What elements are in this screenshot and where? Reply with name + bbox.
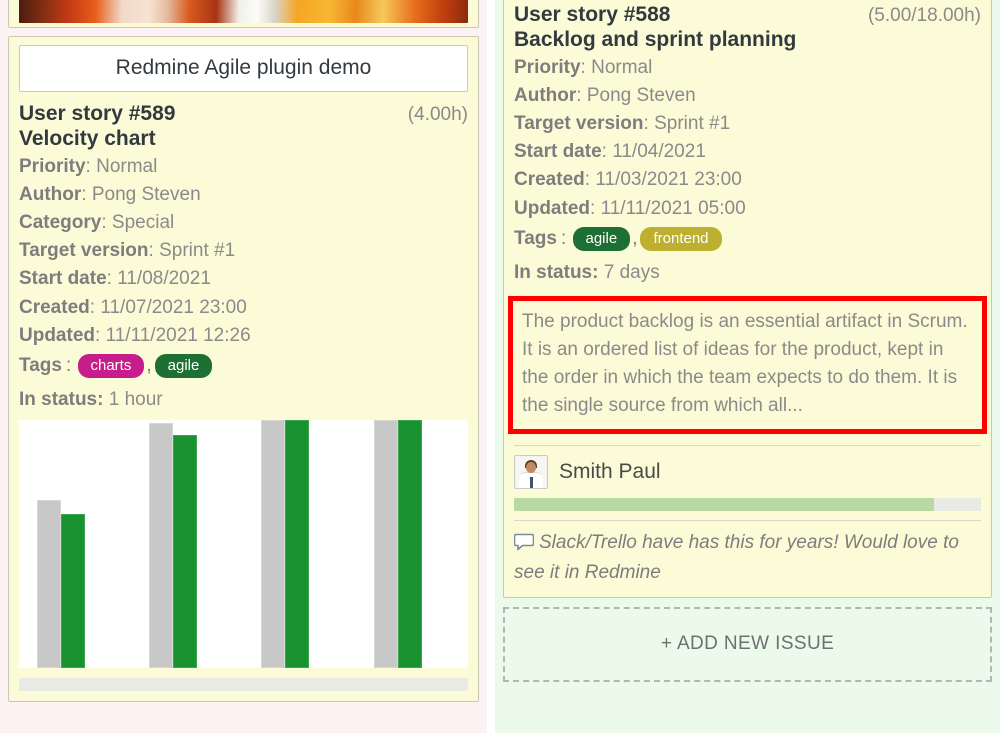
add-new-issue-button[interactable]: + ADD NEW ISSUE xyxy=(503,606,992,682)
issue-attr-created: Created: 11/07/2021 23:00 xyxy=(19,296,247,318)
issue-header-588: User story #588 (5.00/18.00h) xyxy=(514,3,981,27)
chart-bar-group xyxy=(36,420,113,669)
attr-label-priority: Priority xyxy=(19,155,86,177)
issue-attr-author-588: Author: Pong Steven xyxy=(514,85,696,107)
issue-attr-target-version: Target version: Sprint #1 xyxy=(19,240,236,262)
chart-bar-done xyxy=(60,514,85,669)
issue-attr-category: Category: Special xyxy=(19,212,175,234)
tag-separator-588: , xyxy=(632,227,638,249)
chart-bar-group xyxy=(261,420,337,669)
attr-value-start-date-588: 11/04/2021 xyxy=(612,141,706,163)
issue-attr-start-date: Start date: 11/08/2021 xyxy=(19,268,211,290)
issue-attr-updated: Updated: 11/11/2021 12:26 xyxy=(19,324,251,346)
issue-thumbnail-image xyxy=(19,0,468,23)
attr-label-target-version-588: Target version xyxy=(514,113,644,135)
issue-attr-created-588: Created: 11/03/2021 23:00 xyxy=(514,169,742,191)
in-status-label: In status: xyxy=(19,389,104,411)
attr-label-updated-588: Updated xyxy=(514,197,590,219)
attr-label-created: Created xyxy=(19,296,90,318)
tag-agile-588[interactable]: agile xyxy=(572,226,631,251)
tags-label: Tags xyxy=(19,354,62,376)
attr-label-target-version: Target version xyxy=(19,240,149,262)
attr-value-target-version-588: Sprint #1 xyxy=(654,113,731,135)
attr-value-priority-588: Normal xyxy=(591,56,653,78)
issue-attr-updated-588: Updated: 11/11/2021 05:00 xyxy=(514,197,746,219)
project-title: Redmine Agile plugin demo xyxy=(19,45,468,92)
in-status-value: 1 hour xyxy=(108,389,163,411)
tag-agile[interactable]: agile xyxy=(154,353,213,378)
attr-label-start-date: Start date xyxy=(19,268,107,290)
chart-bar-estimated xyxy=(373,420,398,669)
issue-attr-priority-588: Priority: Normal xyxy=(514,56,653,78)
attr-label-updated: Updated xyxy=(19,324,95,346)
issue-subject-589[interactable]: Velocity chart xyxy=(19,127,156,151)
velocity-chart xyxy=(19,420,468,669)
attr-label-author: Author xyxy=(19,184,82,206)
issue-id-589[interactable]: User story #589 xyxy=(19,102,176,125)
issue-card-588[interactable]: User story #588 (5.00/18.00h) Backlog an… xyxy=(503,0,992,598)
tags-colon-588: : xyxy=(560,227,567,249)
attr-value-created: 11/07/2021 23:00 xyxy=(100,296,247,318)
chart-bar-estimated xyxy=(261,420,286,669)
issue-done-ratio-fill xyxy=(514,497,935,511)
avatar xyxy=(514,454,548,489)
attr-value-start-date: 11/08/2021 xyxy=(117,268,211,290)
issue-last-comment: Slack/Trello have has this for years! Wo… xyxy=(513,519,981,587)
board-column-right: User story #588 (5.00/18.00h) Backlog an… xyxy=(495,0,1000,733)
chart-bar-done xyxy=(397,420,422,669)
issue-assignee-name: Smith Paul xyxy=(559,459,661,483)
issue-done-ratio-bar xyxy=(514,497,981,511)
chart-bar-group xyxy=(373,420,450,669)
issue-tags-588: Tags: agile , frontend xyxy=(514,225,981,254)
tags-label-588: Tags xyxy=(514,227,557,249)
issue-subject-588[interactable]: Backlog and sprint planning xyxy=(514,28,797,52)
chart-bar-estimated xyxy=(149,422,174,669)
tag-separator: , xyxy=(146,354,152,376)
attr-value-category: Special xyxy=(111,212,175,234)
issue-attr-author: Author: Pong Steven xyxy=(19,184,201,206)
issue-description-text: The product backlog is an essential arti… xyxy=(522,311,968,417)
issue-card-clipped[interactable] xyxy=(8,0,479,28)
chart-bar-group xyxy=(149,420,225,669)
attr-label-created-588: Created xyxy=(514,169,585,191)
attr-value-target-version: Sprint #1 xyxy=(159,240,236,262)
speech-bubble-icon xyxy=(513,533,535,560)
chart-bar-estimated xyxy=(36,499,61,669)
issue-hours-589: (4.00h) xyxy=(407,104,468,125)
issue-hours-588: (5.00/18.00h) xyxy=(867,5,981,26)
issue-comment-text: Slack/Trello have has this for years! Wo… xyxy=(514,531,959,583)
issue-header-589: User story #589 (4.00h) xyxy=(19,102,468,126)
issue-assignee-row[interactable]: Smith Paul xyxy=(514,444,981,489)
attr-label-start-date-588: Start date xyxy=(514,141,602,163)
tag-frontend[interactable]: frontend xyxy=(640,226,722,251)
issue-in-status-589: In status: 1 hour xyxy=(19,389,468,411)
issue-attr-priority: Priority: Normal xyxy=(19,155,158,177)
issue-attr-target-version-588: Target version: Sprint #1 xyxy=(514,113,731,135)
board-column-left: Redmine Agile plugin demo User story #58… xyxy=(0,0,487,733)
tags-colon: : xyxy=(65,354,72,376)
issue-attr-start-date-588: Start date: 11/04/2021 xyxy=(514,141,706,163)
attr-value-author: Pong Steven xyxy=(91,184,201,206)
chart-bar-done xyxy=(285,420,310,669)
tag-charts[interactable]: charts xyxy=(77,353,145,378)
attr-value-updated: 11/11/2021 12:26 xyxy=(105,324,251,346)
attr-label-priority-588: Priority xyxy=(514,56,581,78)
issue-tags-589: Tags: charts , agile xyxy=(19,352,468,381)
in-status-value-588: 7 days xyxy=(603,262,660,284)
attr-value-updated-588: 11/11/2021 05:00 xyxy=(600,197,746,219)
issue-card-589[interactable]: Redmine Agile plugin demo User story #58… xyxy=(8,36,479,703)
attr-value-priority: Normal xyxy=(96,155,158,177)
attr-label-category: Category xyxy=(19,212,102,234)
attr-value-author-588: Pong Steven xyxy=(586,85,696,107)
issue-progress-bar-589 xyxy=(19,678,468,692)
attr-label-author-588: Author xyxy=(514,85,577,107)
issue-description-highlight: The product backlog is an essential arti… xyxy=(508,296,987,434)
issue-in-status-588: In status: 7 days xyxy=(514,262,981,284)
issue-id-588[interactable]: User story #588 xyxy=(514,3,671,26)
in-status-label-588: In status: xyxy=(514,262,599,284)
chart-bar-done xyxy=(173,435,198,669)
chart-plot-area xyxy=(19,420,468,669)
attr-value-created-588: 11/03/2021 23:00 xyxy=(595,169,742,191)
